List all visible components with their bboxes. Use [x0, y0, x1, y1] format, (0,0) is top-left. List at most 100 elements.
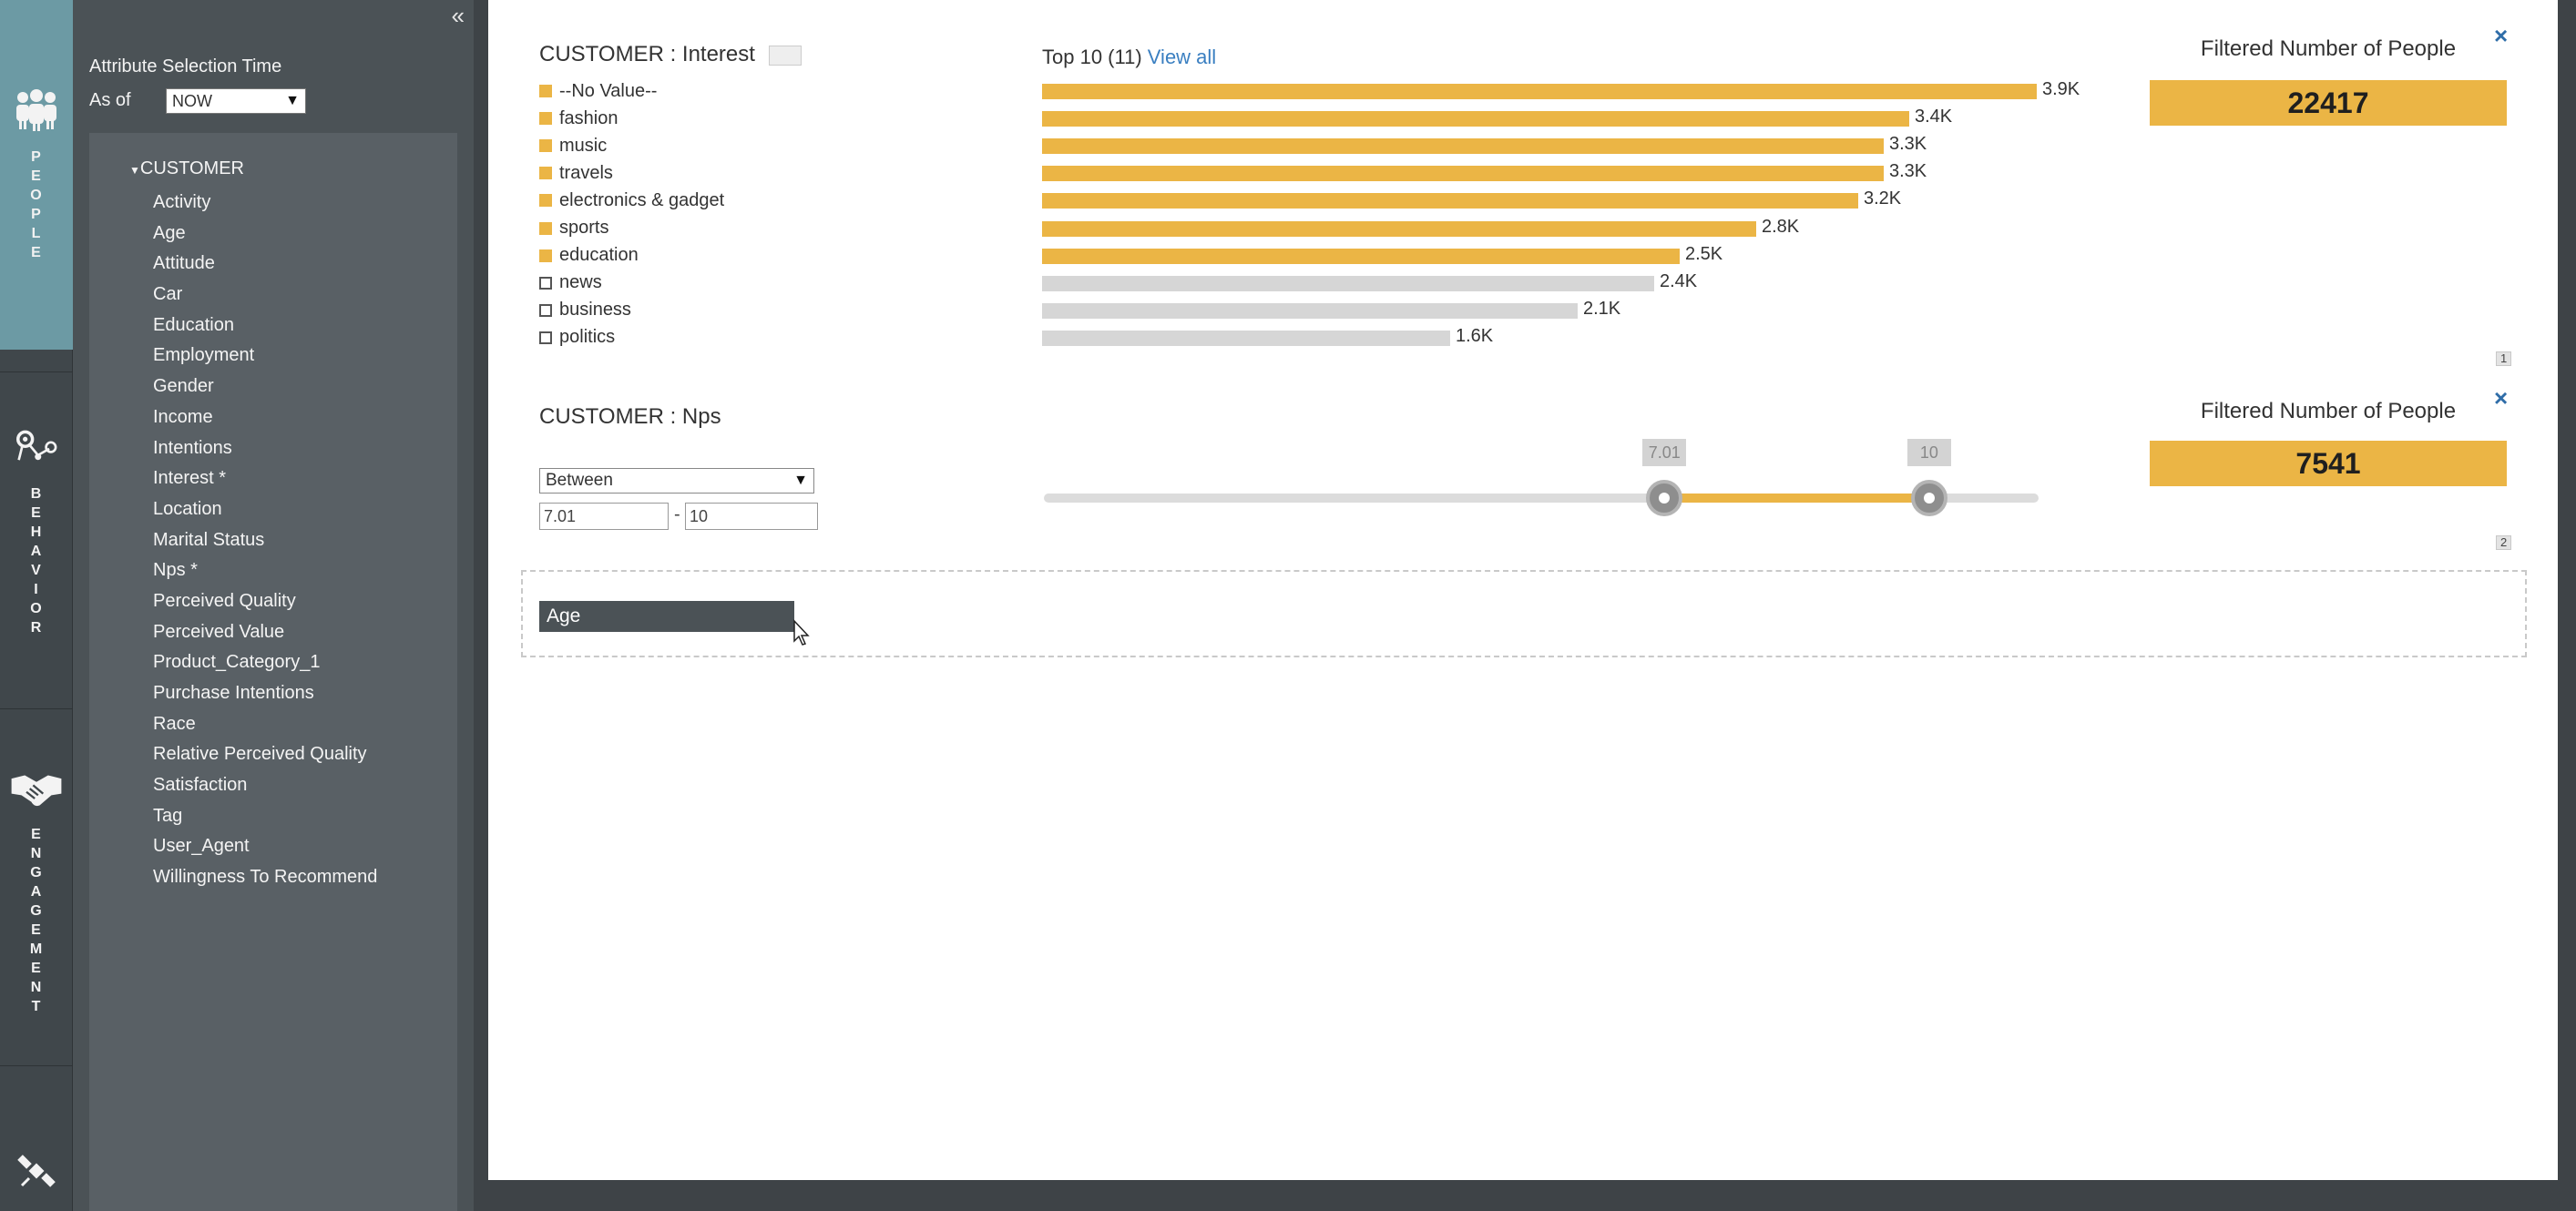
checkbox-unchecked-icon[interactable]	[539, 331, 552, 344]
rail-letter: N	[30, 980, 43, 995]
interest-bar[interactable]	[1042, 193, 1858, 209]
attribute-item[interactable]: Location	[153, 498, 222, 519]
attribute-item[interactable]: Attitude	[153, 253, 215, 274]
interest-bar[interactable]	[1042, 275, 1654, 291]
interest-category-row[interactable]: news	[539, 271, 602, 295]
attribute-item[interactable]: Income	[153, 406, 213, 427]
rail-letter: G	[30, 903, 43, 919]
top-count-header: Top 10 (11) View all	[1042, 46, 1216, 69]
attribute-item[interactable]: Education	[153, 314, 234, 335]
attribute-item[interactable]: Relative Perceived Quality	[153, 744, 367, 765]
nps-min-input[interactable]	[539, 503, 669, 530]
checkbox-unchecked-icon[interactable]	[539, 303, 552, 317]
bar-value-label: 2.1K	[1583, 298, 1621, 319]
dragged-attribute-chip[interactable]: Age	[539, 601, 794, 632]
attribute-item[interactable]: Product_Category_1	[153, 652, 321, 673]
interest-category-row[interactable]: music	[539, 134, 607, 158]
close-interest-card-icon[interactable]: ×	[2494, 22, 2509, 49]
rail-letter: E	[31, 245, 42, 260]
attribute-item[interactable]: Tag	[153, 805, 183, 826]
bar-value-label: 3.9K	[2042, 79, 2080, 99]
checkbox-checked-icon[interactable]	[539, 85, 552, 97]
bar-value-label: 3.4K	[1915, 107, 1953, 127]
rail-letter: O	[30, 188, 43, 203]
interest-category-row[interactable]: education	[539, 244, 639, 268]
attribute-item[interactable]: Interest *	[153, 468, 227, 489]
interest-bar[interactable]	[1042, 330, 1450, 346]
attribute-item[interactable]: Age	[153, 222, 186, 243]
checkbox-checked-icon[interactable]	[539, 139, 552, 153]
satellite-icon	[17, 1155, 56, 1187]
close-nps-card-icon[interactable]: ×	[2494, 384, 2509, 412]
interest-bar[interactable]	[1042, 138, 1884, 155]
as-of-select[interactable]: NOW ▼	[166, 88, 306, 114]
filter-toggle-icon[interactable]	[768, 45, 802, 66]
rail-letter: V	[31, 563, 42, 578]
attribute-selection-title: Attribute Selection Time	[89, 56, 282, 76]
view-all-link[interactable]: View all	[1147, 46, 1217, 68]
interest-bar[interactable]	[1042, 248, 1680, 264]
bar-value-label: 2.8K	[1762, 216, 1800, 237]
rail-letter: I	[34, 582, 39, 597]
nps-max-input[interactable]	[685, 503, 818, 530]
checkbox-unchecked-icon[interactable]	[539, 276, 552, 290]
attribute-drop-zone[interactable]: Age	[521, 570, 2527, 657]
checkbox-checked-icon[interactable]	[539, 167, 552, 180]
interest-bar[interactable]	[1042, 302, 1578, 319]
attribute-item[interactable]: Intentions	[153, 437, 232, 458]
filtered-people-label: Filtered Number of People	[2200, 36, 2457, 61]
checkbox-checked-icon[interactable]	[539, 249, 552, 262]
attribute-item[interactable]: Nps *	[153, 560, 198, 581]
attribute-item[interactable]: Employment	[153, 345, 255, 366]
bar-value-label: 1.6K	[1456, 325, 1494, 346]
category-label: fashion	[559, 107, 618, 128]
attribute-item[interactable]: Purchase Intentions	[153, 683, 314, 703]
attribute-item[interactable]: Activity	[153, 192, 211, 212]
as-of-label: As of	[89, 90, 131, 110]
checkbox-checked-icon[interactable]	[539, 112, 552, 126]
attribute-item[interactable]: Race	[153, 713, 196, 734]
category-label: education	[559, 245, 639, 266]
attribute-item[interactable]: Perceived Value	[153, 621, 285, 642]
rail-letter: E	[31, 922, 42, 938]
interest-category-row[interactable]: sports	[539, 217, 608, 240]
interest-bar[interactable]	[1042, 166, 1884, 182]
nps-filter-card: CUSTOMER : Nps Between ▼ - 7.01 10 Filte…	[521, 384, 2525, 554]
collapse-panel-icon[interactable]: «	[451, 2, 465, 29]
handshake-icon	[11, 775, 62, 807]
attribute-item[interactable]: Car	[153, 284, 183, 305]
rail-letter: L	[31, 226, 42, 241]
interest-category-row[interactable]: fashion	[539, 107, 618, 130]
attribute-item[interactable]: Satisfaction	[153, 775, 248, 796]
interest-category-row[interactable]: business	[539, 299, 631, 322]
attribute-item[interactable]: User_Agent	[153, 836, 250, 857]
interest-category-row[interactable]: electronics & gadget	[539, 188, 724, 212]
attribute-item[interactable]: Gender	[153, 376, 214, 397]
attribute-item[interactable]: Marital Status	[153, 529, 265, 550]
interest-bar[interactable]	[1042, 220, 1756, 237]
checkbox-checked-icon[interactable]	[539, 221, 552, 235]
attribute-item[interactable]: Willingness To Recommend	[153, 867, 378, 888]
interest-bar[interactable]	[1042, 111, 1909, 127]
checkbox-checked-icon[interactable]	[539, 194, 552, 208]
interest-category-row[interactable]: travels	[539, 161, 613, 185]
rail-item-satellite[interactable]	[0, 1151, 73, 1206]
interest-category-row[interactable]: politics	[539, 326, 615, 350]
interest-category-row[interactable]: --No Value--	[539, 79, 657, 103]
bar-value-label: 3.2K	[1864, 188, 1902, 209]
attribute-item[interactable]: Perceived Quality	[153, 590, 296, 611]
nps-slider-high-handle[interactable]	[1910, 480, 1947, 516]
card-index-badge: 2	[2496, 535, 2512, 550]
nps-operator-select[interactable]: Between ▼	[539, 468, 814, 494]
card-index-badge: 1	[2496, 351, 2512, 366]
nps-slider-low-handle[interactable]	[1646, 480, 1683, 516]
nps-slider-track[interactable]	[1044, 494, 2039, 503]
category-label: --No Value--	[559, 80, 658, 101]
interest-bar[interactable]	[1042, 84, 2037, 99]
bar-value-label: 2.5K	[1685, 243, 1723, 264]
main-canvas: CUSTOMER : Interest Top 10 (11) View all…	[488, 0, 2558, 1180]
tree-root-customer[interactable]: ▼CUSTOMER	[129, 158, 244, 179]
